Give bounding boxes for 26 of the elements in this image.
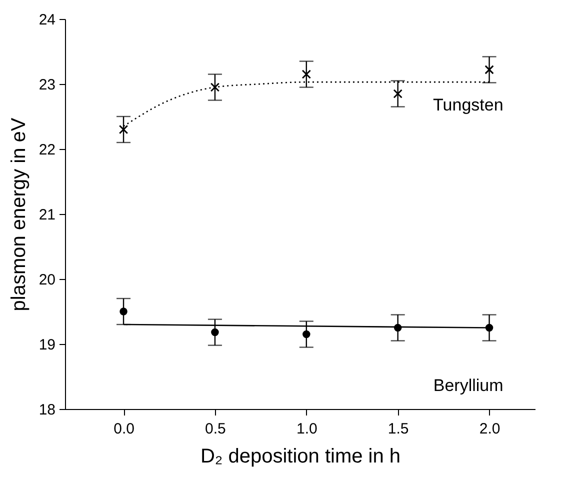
x-tick-label: 0.0 [114,420,134,438]
point [210,82,220,92]
x-tick-label: 0.5 [205,420,226,438]
y-tick-label: 23 [38,76,56,94]
y-axis-title: plasmon energy in eV [8,117,30,312]
point [120,308,128,316]
y-tick-label: 20 [38,272,56,288]
y-tick-label: 24 [38,12,56,28]
x-tick-label: 1.5 [388,420,409,438]
x-axis-title: D₂ deposition time in h [200,446,401,468]
text: Beryllium [433,376,504,395]
point [485,324,494,332]
y-tick-label: 19 [38,336,56,354]
point [302,70,312,79]
point [211,328,219,336]
point [394,324,402,332]
point [484,65,494,74]
point [393,89,402,98]
y-tick-label: 18 [38,402,56,418]
y-tick-label: 22 [38,142,56,158]
point [118,124,128,134]
series-label: Tungsten [433,96,504,115]
x-tick-label: 1.0 [296,420,318,438]
x-tick-label: 2.0 [479,420,500,438]
y-tick-label: 21 [38,206,56,224]
point [302,330,310,338]
